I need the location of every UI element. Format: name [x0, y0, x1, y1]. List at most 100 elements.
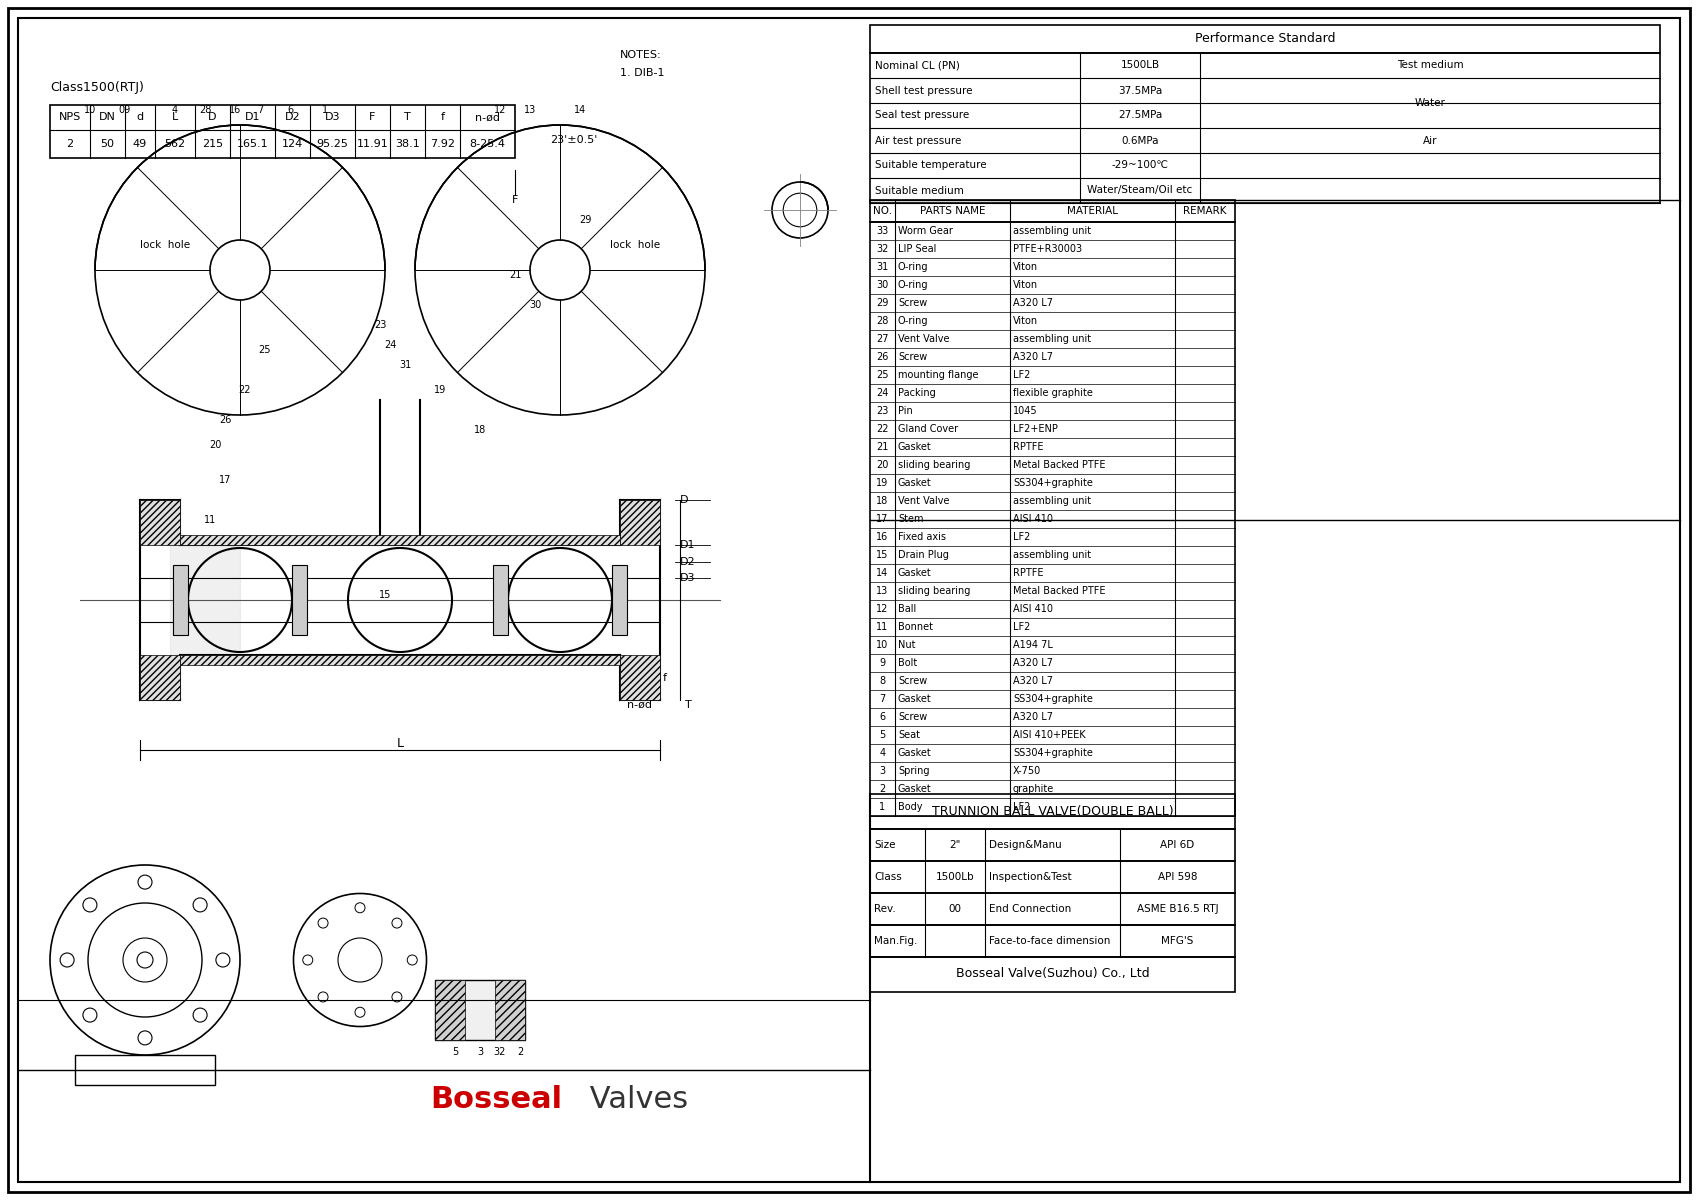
Text: 16: 16 — [229, 104, 241, 115]
Text: lock  hole: lock hole — [610, 240, 661, 250]
Bar — [869, 925, 1234, 958]
Text: NPS: NPS — [59, 113, 82, 122]
Text: API 598: API 598 — [1158, 872, 1197, 882]
Text: 24: 24 — [876, 388, 888, 398]
Text: D3: D3 — [324, 113, 340, 122]
Bar — [492, 565, 508, 635]
Text: SS304+graphite: SS304+graphite — [1014, 748, 1094, 758]
Text: D2: D2 — [679, 557, 696, 566]
Text: n-ød: n-ød — [475, 113, 499, 122]
Text: n-ød: n-ød — [628, 700, 652, 710]
Text: Nominal CL (PN): Nominal CL (PN) — [874, 60, 959, 71]
Bar — [869, 958, 1234, 992]
Text: 00: 00 — [949, 904, 961, 914]
Text: Gasket: Gasket — [898, 784, 932, 794]
Text: 0.6MPa: 0.6MPa — [1121, 136, 1158, 145]
Text: Stem: Stem — [898, 514, 924, 524]
Text: 31: 31 — [399, 360, 411, 370]
Text: Screw: Screw — [898, 712, 927, 722]
Text: 11: 11 — [204, 515, 216, 526]
Text: 32: 32 — [876, 244, 888, 254]
Text: A320 L7: A320 L7 — [1014, 658, 1053, 668]
Bar — [496, 980, 525, 1040]
Text: 28: 28 — [876, 316, 888, 326]
Text: Fixed axis: Fixed axis — [898, 532, 946, 542]
Text: 23: 23 — [876, 406, 888, 416]
Text: LF2: LF2 — [1014, 532, 1031, 542]
Text: Packing: Packing — [898, 388, 936, 398]
Text: 10: 10 — [83, 104, 97, 115]
Text: A320 L7: A320 L7 — [1014, 352, 1053, 362]
Text: 17: 17 — [876, 514, 888, 524]
Text: Gasket: Gasket — [898, 694, 932, 704]
Text: Rev.: Rev. — [874, 904, 897, 914]
Text: D1: D1 — [679, 540, 696, 550]
Text: Worm Gear: Worm Gear — [898, 226, 953, 236]
Text: D: D — [209, 113, 217, 122]
Text: 7: 7 — [256, 104, 263, 115]
Text: Air test pressure: Air test pressure — [874, 136, 961, 145]
Text: 18: 18 — [474, 425, 486, 434]
Bar — [180, 535, 620, 545]
Text: 8-25.4: 8-25.4 — [470, 139, 506, 149]
Text: LIP Seal: LIP Seal — [898, 244, 936, 254]
Text: T: T — [684, 700, 691, 710]
Text: Gasket: Gasket — [898, 478, 932, 488]
Text: 11: 11 — [876, 622, 888, 632]
Text: Gasket: Gasket — [898, 442, 932, 452]
Text: assembling unit: assembling unit — [1014, 550, 1092, 560]
Text: AISI 410+PEEK: AISI 410+PEEK — [1014, 730, 1085, 740]
Text: 18: 18 — [876, 496, 888, 506]
Text: Test medium: Test medium — [1397, 60, 1464, 71]
Text: REMARK: REMARK — [1184, 206, 1226, 216]
Text: 5: 5 — [880, 730, 886, 740]
Text: Suitable temperature: Suitable temperature — [874, 161, 987, 170]
Text: 1: 1 — [323, 104, 328, 115]
Text: 7: 7 — [880, 694, 886, 704]
Bar — [173, 565, 188, 635]
Text: Vent Valve: Vent Valve — [898, 496, 949, 506]
Text: O-ring: O-ring — [898, 262, 929, 272]
Text: LF2: LF2 — [1014, 370, 1031, 380]
Text: A320 L7: A320 L7 — [1014, 298, 1053, 308]
Text: 13: 13 — [876, 586, 888, 596]
Text: 19: 19 — [435, 385, 447, 395]
Text: 28: 28 — [199, 104, 211, 115]
Text: RPTFE: RPTFE — [1014, 568, 1044, 578]
Text: DN: DN — [98, 113, 115, 122]
Text: 124: 124 — [282, 139, 304, 149]
Text: Drain Plug: Drain Plug — [898, 550, 949, 560]
Text: 32: 32 — [494, 1046, 506, 1057]
Text: 09: 09 — [119, 104, 131, 115]
Text: Shell test pressure: Shell test pressure — [874, 85, 973, 96]
Bar — [435, 980, 465, 1040]
Text: 12: 12 — [876, 604, 888, 614]
Text: LF2: LF2 — [1014, 622, 1031, 632]
Text: 5: 5 — [452, 1046, 458, 1057]
Text: Ball: Ball — [898, 604, 917, 614]
Text: mounting flange: mounting flange — [898, 370, 978, 380]
Text: Bosseal Valve(Suzhou) Co., Ltd: Bosseal Valve(Suzhou) Co., Ltd — [956, 967, 1150, 980]
Text: 24: 24 — [384, 340, 396, 350]
Bar — [139, 500, 180, 545]
Text: Vent Valve: Vent Valve — [898, 334, 949, 344]
Text: 3: 3 — [880, 766, 886, 776]
Text: 27.5MPa: 27.5MPa — [1117, 110, 1161, 120]
Text: Bonnet: Bonnet — [898, 622, 932, 632]
Text: Gasket: Gasket — [898, 748, 932, 758]
Text: AISI 410: AISI 410 — [1014, 604, 1053, 614]
Text: A320 L7: A320 L7 — [1014, 712, 1053, 722]
Text: Performance Standard: Performance Standard — [1195, 32, 1335, 46]
Bar — [869, 862, 1234, 893]
Text: ASME B16.5 RTJ: ASME B16.5 RTJ — [1136, 904, 1217, 914]
Text: 10: 10 — [876, 640, 888, 650]
Text: PARTS NAME: PARTS NAME — [920, 206, 985, 216]
Text: 37.5MPa: 37.5MPa — [1117, 85, 1161, 96]
Text: TRUNNION BALL VALVE(DOUBLE BALL): TRUNNION BALL VALVE(DOUBLE BALL) — [932, 805, 1173, 818]
Text: L: L — [397, 737, 404, 750]
Text: 30: 30 — [876, 280, 888, 290]
Text: D: D — [679, 494, 688, 505]
Text: 2: 2 — [66, 139, 73, 149]
Bar — [869, 200, 1234, 222]
Text: A320 L7: A320 L7 — [1014, 676, 1053, 686]
